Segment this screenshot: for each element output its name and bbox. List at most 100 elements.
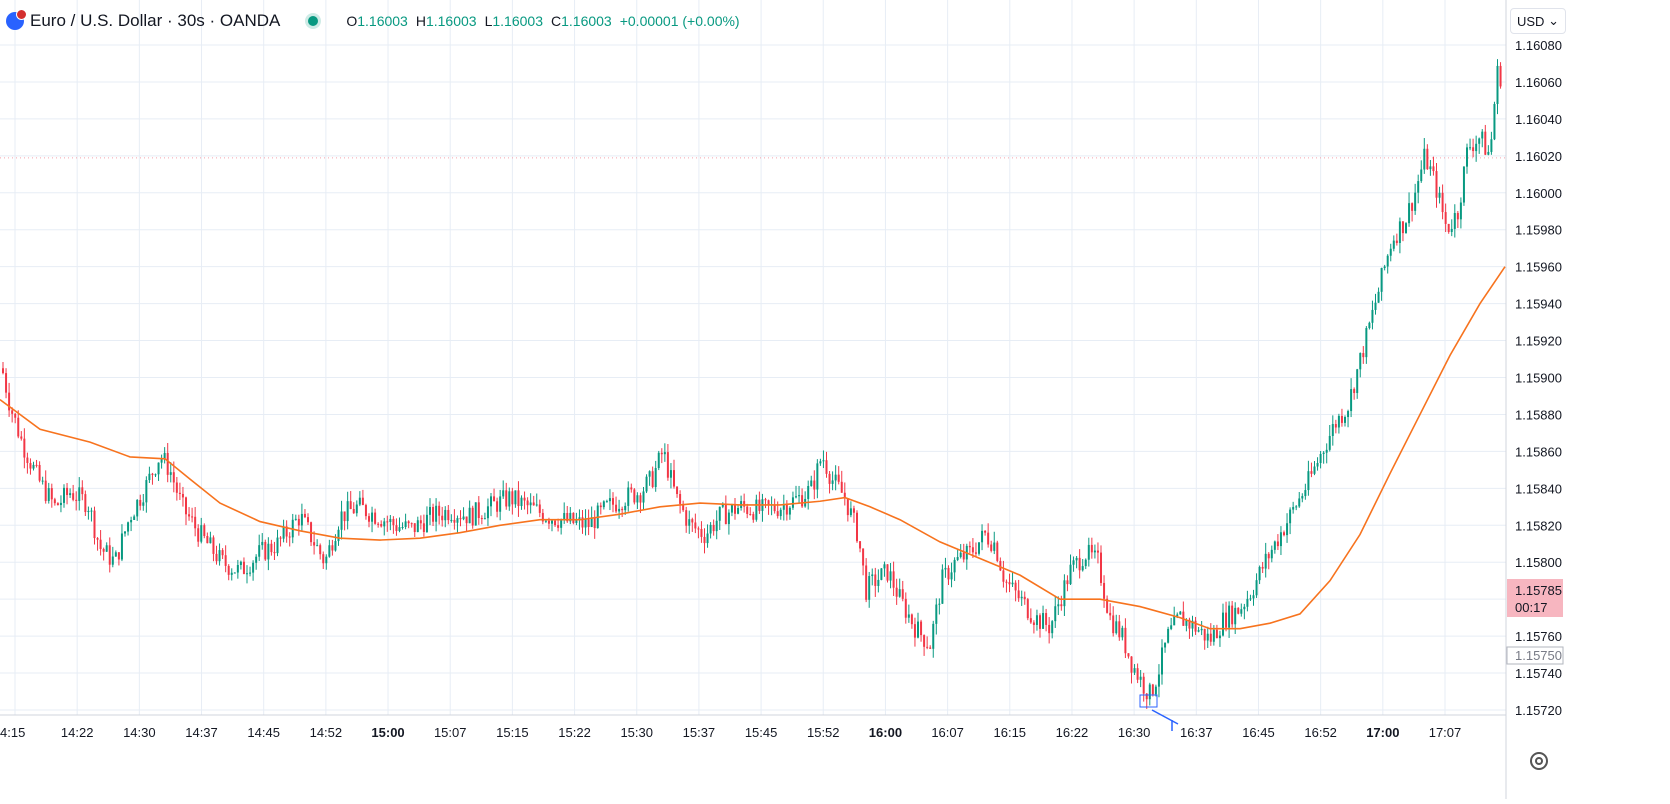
candle-body xyxy=(947,567,950,580)
candle-body xyxy=(444,509,447,521)
candle-body xyxy=(450,519,453,521)
candle-body xyxy=(1032,622,1035,625)
candle-body xyxy=(593,517,596,529)
candle-body xyxy=(1307,471,1310,491)
x-tick-label: 17:00 xyxy=(1366,725,1399,740)
candle-body xyxy=(1112,615,1115,634)
candle-body xyxy=(1325,449,1328,453)
candle-body xyxy=(319,545,322,555)
candle-body xyxy=(941,569,944,604)
x-tick-label: 15:15 xyxy=(496,725,529,740)
chevron-down-icon: ⌄ xyxy=(1548,13,1559,28)
candle-body xyxy=(880,568,883,580)
y-tick-label: 1.15840 xyxy=(1515,481,1562,496)
candle-body xyxy=(1057,604,1060,607)
candle-body xyxy=(447,509,450,521)
candle-body xyxy=(313,542,316,546)
candle-body xyxy=(1319,453,1322,463)
candle-body xyxy=(1005,581,1008,583)
low-value: 1.16003 xyxy=(492,13,543,29)
candle-body xyxy=(1444,212,1447,224)
candle-body xyxy=(75,499,78,501)
candle-body xyxy=(560,519,563,528)
candle-body xyxy=(1411,203,1414,211)
candle-body xyxy=(868,576,871,600)
candle-body xyxy=(346,501,349,522)
candle-body xyxy=(5,373,8,393)
symbol-title[interactable]: Euro / U.S. Dollar · 30s · OANDA xyxy=(30,11,281,30)
candle-body xyxy=(898,589,901,597)
selection-box[interactable] xyxy=(1139,694,1158,708)
marker-price-badge xyxy=(1506,646,1564,665)
y-tick-label: 1.16060 xyxy=(1515,75,1562,90)
candle-body xyxy=(779,509,782,517)
candle-body xyxy=(1377,291,1380,303)
candle-body xyxy=(544,520,547,522)
y-tick-label: 1.15820 xyxy=(1515,518,1562,533)
y-tick-label: 1.15760 xyxy=(1515,629,1562,644)
x-tick-label: 14:52 xyxy=(310,725,343,740)
candle-body xyxy=(1368,322,1371,329)
candle-body xyxy=(1139,676,1142,680)
candle-body xyxy=(795,496,797,498)
candle-body xyxy=(578,517,581,521)
candle-body xyxy=(901,589,904,599)
candle-body xyxy=(1237,607,1240,614)
x-tick-label: 15:37 xyxy=(683,725,716,740)
candle-body xyxy=(785,504,788,515)
candle-body xyxy=(856,512,858,542)
candle-body xyxy=(1121,627,1124,638)
y-tick-label: 1.16040 xyxy=(1515,112,1562,127)
candle-body xyxy=(712,524,715,532)
candle-body xyxy=(523,497,526,501)
gear-icon[interactable] xyxy=(1530,752,1548,770)
y-tick-label: 1.15720 xyxy=(1515,703,1562,718)
currency-selector[interactable]: USD ⌄ xyxy=(1510,8,1566,34)
candle-body xyxy=(575,520,578,523)
close-value: 1.16003 xyxy=(561,13,612,29)
candle-body xyxy=(361,497,364,506)
candle-body xyxy=(230,572,233,575)
candle-body xyxy=(685,510,688,526)
candle-body xyxy=(734,504,736,514)
candle-body xyxy=(1401,221,1404,234)
candle-body xyxy=(1185,619,1188,626)
low-label: L xyxy=(484,13,493,29)
candle-body xyxy=(1002,570,1005,582)
candle-body xyxy=(1194,620,1197,632)
candle-body xyxy=(1405,223,1407,234)
y-tick-label: 1.15940 xyxy=(1515,297,1562,312)
candle-body xyxy=(987,532,990,545)
candle-body xyxy=(371,512,374,522)
candle-body xyxy=(416,520,419,532)
candle-body xyxy=(334,541,337,551)
candle-body xyxy=(1395,240,1398,243)
x-tick-label: 14:45 xyxy=(247,725,280,740)
candle-body xyxy=(700,528,703,537)
candle-body xyxy=(200,525,203,542)
candle-body xyxy=(252,562,255,573)
candle-body xyxy=(325,556,328,564)
euro-flag-icon[interactable] xyxy=(6,9,27,30)
candle-body xyxy=(1215,629,1218,639)
candle-body xyxy=(160,458,163,463)
candle-body xyxy=(151,473,154,475)
candle-body xyxy=(1218,635,1221,639)
candle-body xyxy=(599,505,602,508)
candle-body xyxy=(11,410,14,414)
candle-body xyxy=(1209,633,1212,642)
candle-body xyxy=(1389,248,1392,256)
candle-body xyxy=(871,574,874,577)
x-tick-label: 16:15 xyxy=(994,725,1027,740)
candle-body xyxy=(715,520,718,532)
candle-body xyxy=(374,512,377,524)
candle-body xyxy=(1179,611,1182,615)
candle-body xyxy=(538,504,541,513)
candle-body xyxy=(358,497,361,505)
candle-body xyxy=(1496,65,1499,104)
candle-body xyxy=(1161,647,1163,675)
candle-body xyxy=(517,490,520,507)
candle-body xyxy=(1298,498,1301,507)
